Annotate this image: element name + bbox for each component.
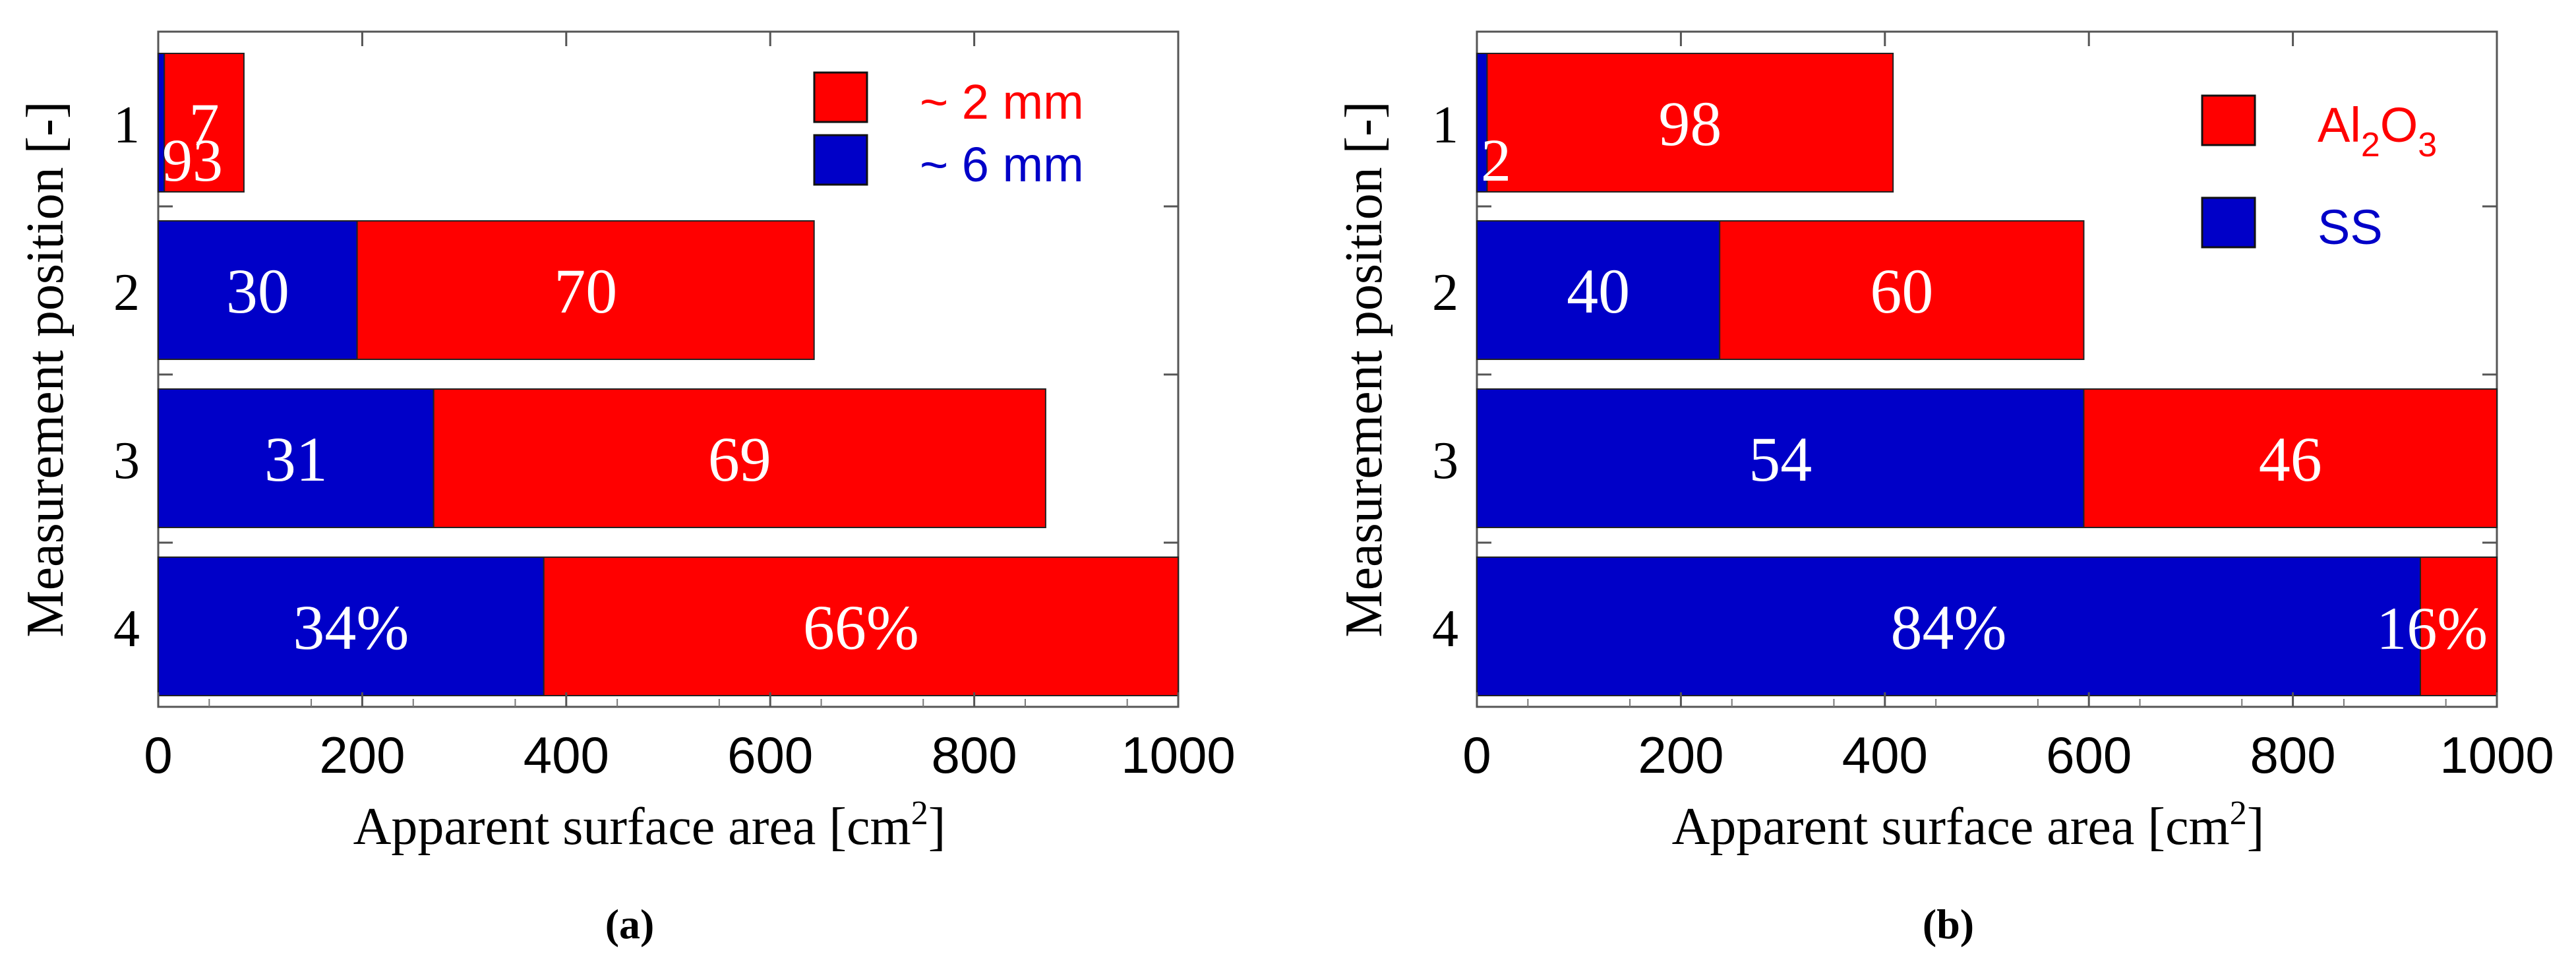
y-tick-label-a-4: 4 (113, 600, 140, 658)
bar-a-pos3-series1 (433, 388, 1046, 528)
x-tick-label-a-400: 400 (524, 726, 609, 784)
x-tick-label-b-0: 0 (1462, 726, 1491, 784)
x-tick-label-a-0: 0 (144, 726, 172, 784)
bar-label-a-pos2-series1: 70 (554, 256, 617, 326)
bar-b-pos1-series1 (1486, 53, 1894, 193)
bar-b-pos4-series1 (2419, 556, 2498, 696)
x-axis-label-b: Apparent surface area [cm2] (1672, 795, 2265, 856)
legend-b: Al2O3 SS (2201, 94, 2437, 255)
x-tick-label-b-800: 800 (2250, 726, 2336, 784)
bar-label-b-pos3-series1: 46 (2259, 424, 2322, 495)
bar-label-b-pos2-series0: 40 (1567, 256, 1630, 326)
bar-label-a-pos3-series1: 69 (708, 424, 771, 495)
y-tick-label-b-4: 4 (1432, 600, 1458, 658)
bar-b-pos3-series1 (2083, 388, 2498, 528)
legend-a-label-6mm: ~ 6 mm (920, 137, 1084, 192)
bar-a-pos2-series1 (356, 220, 815, 360)
legend-a-label-2mm: ~ 2 mm (920, 75, 1084, 129)
y-tick-label-a-2: 2 (113, 264, 140, 322)
y-axis-label-a: Measurement position [-] (16, 101, 75, 637)
x-tick-label-a-600: 600 (727, 726, 813, 784)
bar-label-b-pos4-series0: 84% (1891, 592, 2007, 663)
bar-label-b-pos3-series0: 54 (1749, 424, 1812, 495)
bar-b-pos4-series0 (1476, 556, 2421, 696)
bar-label-a-pos1-series1: 7 (189, 91, 220, 158)
bar-a-pos3-series0 (158, 388, 434, 528)
x-tick-label-a-200: 200 (319, 726, 405, 784)
bar-b-pos2-series1 (1719, 220, 2085, 360)
y-tick-label-a-3: 3 (113, 432, 140, 490)
bar-label-a-pos4-series0: 34% (293, 592, 409, 663)
y-tick-label-b-2: 2 (1432, 264, 1458, 322)
legend-a-swatch-2mm (813, 71, 868, 123)
legend-a-swatch-6mm (813, 134, 868, 186)
x-tick-label-b-1000: 1000 (2440, 726, 2554, 784)
bar-a-pos4-series1 (543, 556, 1179, 696)
x-tick-label-b-400: 400 (1842, 726, 1928, 784)
legend-b-swatch-al2o3 (2201, 94, 2256, 146)
bar-a-pos4-series0 (158, 556, 545, 696)
x-tick-label-b-600: 600 (2046, 726, 2132, 784)
bar-b-pos3-series0 (1476, 388, 2085, 528)
bar-label-a-pos1-series0: 93 (162, 127, 223, 194)
bar-label-b-pos1-series0: 2 (1481, 127, 1511, 194)
y-axis-label-b: Measurement position [-] (1335, 101, 1393, 637)
legend-a: ~ 2 mm ~ 6 mm (813, 71, 1084, 192)
bar-label-a-pos3-series0: 31 (264, 424, 328, 495)
y-tick-label-b-3: 3 (1432, 432, 1458, 490)
y-tick-label-b-1: 1 (1432, 96, 1458, 154)
bar-label-a-pos4-series1: 66% (803, 592, 919, 663)
panel-label-a: (a) (605, 901, 655, 947)
x-tick-label-b-200: 200 (1638, 726, 1723, 784)
legend-b-label-al2o3: Al2O3 (2318, 98, 2437, 164)
legend-b-label-ss: SS (2318, 200, 2383, 255)
x-tick-label-a-800: 800 (932, 726, 1017, 784)
bar-label-b-pos2-series1: 60 (1870, 256, 1933, 326)
bar-a-pos2-series0 (158, 220, 358, 360)
bar-a-pos1-series1 (164, 53, 245, 193)
x-tick-label-a-1000: 1000 (1121, 726, 1236, 784)
bar-b-pos2-series0 (1476, 220, 1721, 360)
x-axis-label-a: Apparent surface area [cm2] (353, 795, 946, 856)
y-tick-label-a-1: 1 (113, 96, 140, 154)
bar-label-b-pos1-series1: 98 (1658, 88, 1722, 159)
panel-label-b: (b) (1923, 901, 1974, 947)
bar-label-b-pos4-series1: 16% (2376, 595, 2488, 662)
legend-b-swatch-ss (2201, 196, 2256, 249)
bar-label-a-pos2-series0: 30 (226, 256, 289, 326)
